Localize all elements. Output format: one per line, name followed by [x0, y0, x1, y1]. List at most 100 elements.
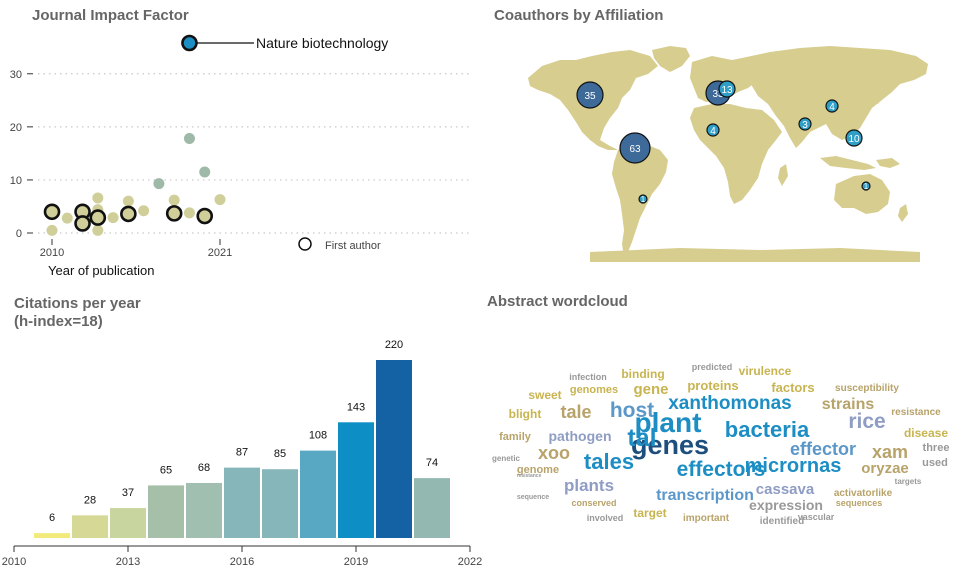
citation-bar-label: 37: [122, 487, 134, 499]
citation-bar: [186, 482, 222, 538]
wordcloud-word: micrornas: [745, 455, 842, 477]
impact-factor-scatter: 0 10 20 30 2010 2021 Year of publication Nature…: [10, 34, 470, 278]
wordcloud-word: resistance: [891, 407, 941, 418]
citations-x-tick-label: 2010: [2, 556, 26, 568]
wordcloud-word: sequences: [836, 498, 883, 508]
wordcloud-word: target: [633, 506, 666, 520]
jif-point: [199, 166, 211, 178]
jif-point: [214, 194, 226, 206]
citation-bar-label: 65: [160, 464, 172, 476]
coauthor-bubble: [845, 129, 863, 147]
wordcloud-word: genetic: [492, 454, 521, 463]
wordcloud-word: cassava: [756, 481, 815, 498]
citation-bar: [34, 533, 70, 538]
citation-bar-label: 68: [198, 462, 210, 474]
citation-bar: [110, 508, 146, 538]
new-zealand-shape: [898, 204, 908, 222]
wordcloud-word: bacteria: [725, 417, 810, 442]
australia-shape: [834, 174, 890, 214]
citation-bar: [338, 422, 374, 538]
wordcloud-word: tales: [584, 449, 634, 474]
indonesia-shape: [820, 156, 876, 170]
wordcloud-word: tale: [560, 402, 591, 422]
wordcloud-word: oryzae: [861, 460, 909, 477]
jif-title: Journal Impact Factor: [32, 7, 189, 24]
jif-point: [61, 212, 73, 224]
citations-x-tick-label: 2019: [344, 556, 368, 568]
wordcloud-word: sweet: [528, 388, 561, 402]
wordcloud-word: transcription: [656, 487, 754, 504]
wordcloud-word: used: [922, 457, 948, 469]
japan-shape: [874, 84, 884, 104]
coauthor-bubble: [576, 81, 604, 109]
madagascar-shape: [778, 164, 788, 186]
wordcloud-word: plants: [564, 476, 614, 495]
wordcloud-word: binding: [621, 367, 664, 381]
coauthor-bubble-label: 3: [802, 120, 808, 131]
coauthor-bubble-label: 33: [712, 89, 724, 100]
wordcloud-word: conserved: [571, 498, 616, 508]
jif-point: [138, 205, 150, 217]
coauthor-bubble: [619, 132, 651, 164]
citation-bar-label: 6: [49, 512, 55, 524]
wordcloud-word: sequence: [517, 494, 549, 501]
wordcloud-word: factors: [771, 380, 814, 395]
wordcloud-word: identified: [760, 516, 804, 527]
jif-y-tick-label: 10: [10, 175, 22, 187]
citation-bar: [224, 467, 260, 538]
wordcloud-word: infection: [569, 372, 607, 382]
wordcloud-word: rice: [848, 410, 885, 433]
antarctica-shape: [590, 248, 920, 262]
jif-point: [168, 194, 180, 206]
new-guinea-shape: [876, 158, 900, 168]
jif-point: [92, 192, 104, 204]
jif-point-first-author: [43, 203, 61, 221]
jif-y-tick-label: 30: [10, 69, 22, 81]
coauthor-bubble-label: 4: [710, 126, 716, 137]
jif-point: [92, 224, 104, 236]
jif-point-first-author: [196, 207, 214, 225]
citation-bar: [300, 450, 336, 538]
wordcloud-word: xam: [872, 442, 908, 462]
coauthor-bubble-label: 13: [721, 85, 733, 96]
citations-title-line2: (h-index=18): [14, 313, 103, 330]
wordcloud-word: disease: [904, 426, 948, 440]
wordcloud-word: plant: [635, 407, 702, 438]
jif-point-first-author: [165, 205, 183, 222]
wordcloud-word: vascular: [798, 512, 835, 522]
wordcloud-word: important: [683, 513, 730, 524]
wordcloud-word: proteins: [687, 378, 738, 393]
wordcloud-word: involved: [587, 513, 624, 523]
jif-y-tick-label: 0: [16, 228, 22, 240]
jif-annotation-label: Nature biotechnology: [256, 35, 388, 51]
coauthor-bubble-label: 63: [629, 144, 641, 155]
jif-point-highlight: [181, 34, 198, 52]
citation-bar-label: 87: [236, 447, 248, 459]
wordcloud-word: resistance: [517, 473, 542, 479]
wordcloud-word: genomes: [570, 384, 618, 396]
jif-point: [122, 195, 134, 207]
citation-bar-label: 108: [309, 430, 327, 442]
coauthor-bubble-label: 1: [864, 182, 869, 191]
jif-point-first-author: [89, 209, 107, 226]
jif-x-tick-label: 2010: [40, 247, 64, 259]
citation-bar-label: 28: [84, 494, 96, 506]
wordcloud-word: strains: [822, 396, 875, 413]
citation-bar: [414, 478, 450, 538]
africa-shape: [690, 104, 782, 204]
citations-title: Citations per year (h-index=18): [14, 295, 141, 331]
legend-first-author-icon: [298, 237, 312, 251]
legend-first-author-label: First author: [325, 240, 381, 252]
wordcloud-word: virulence: [739, 364, 792, 378]
jif-point: [107, 212, 119, 224]
citation-bar: [72, 515, 108, 538]
greenland-shape: [652, 46, 690, 72]
wordcloud-word: tal: [627, 424, 656, 452]
jif-y-tick-label: 20: [10, 122, 22, 134]
coauthor-bubble: [638, 194, 648, 204]
citations-x-tick-label: 2013: [116, 556, 140, 568]
wordcloud-word: xanthomonas: [668, 393, 792, 414]
wordcloud-word: targets: [895, 477, 922, 486]
